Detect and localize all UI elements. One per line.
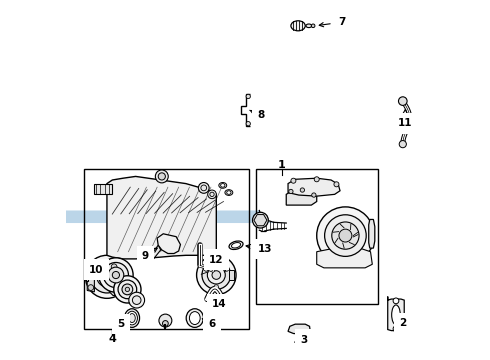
Text: 12: 12 <box>208 255 223 265</box>
Circle shape <box>252 212 269 228</box>
Ellipse shape <box>227 191 231 194</box>
Text: 5: 5 <box>118 319 126 329</box>
Circle shape <box>214 285 219 289</box>
Circle shape <box>196 255 236 295</box>
Text: 10: 10 <box>89 265 104 275</box>
Circle shape <box>246 94 250 99</box>
Circle shape <box>312 193 316 197</box>
Circle shape <box>132 296 141 305</box>
Circle shape <box>207 266 225 284</box>
Circle shape <box>118 280 137 299</box>
Circle shape <box>317 207 374 264</box>
Circle shape <box>159 314 172 327</box>
Circle shape <box>399 140 406 148</box>
Circle shape <box>102 272 112 282</box>
Text: 3: 3 <box>300 334 308 345</box>
Text: 4: 4 <box>108 333 116 343</box>
Text: 2: 2 <box>399 318 406 328</box>
Ellipse shape <box>229 241 243 249</box>
Circle shape <box>398 97 407 105</box>
Ellipse shape <box>392 305 400 325</box>
Circle shape <box>97 263 102 269</box>
Circle shape <box>224 267 229 271</box>
Circle shape <box>85 255 128 298</box>
Text: 13: 13 <box>246 244 272 254</box>
Polygon shape <box>288 324 310 334</box>
Text: 9: 9 <box>142 248 157 261</box>
Circle shape <box>125 287 129 292</box>
Polygon shape <box>286 189 317 205</box>
Circle shape <box>103 262 128 288</box>
Bar <box>84 169 248 329</box>
Circle shape <box>88 262 94 268</box>
Ellipse shape <box>220 184 225 187</box>
Ellipse shape <box>190 312 200 324</box>
Circle shape <box>158 173 166 180</box>
Circle shape <box>155 170 168 183</box>
Bar <box>256 169 378 304</box>
Circle shape <box>114 276 141 303</box>
Ellipse shape <box>124 309 140 327</box>
Circle shape <box>108 267 124 283</box>
Circle shape <box>208 190 216 199</box>
Ellipse shape <box>126 311 137 325</box>
Circle shape <box>246 122 250 126</box>
Circle shape <box>129 292 145 308</box>
Circle shape <box>198 183 209 193</box>
Polygon shape <box>157 234 180 253</box>
Circle shape <box>393 326 399 332</box>
Circle shape <box>97 267 117 287</box>
Circle shape <box>300 188 304 192</box>
Polygon shape <box>288 178 340 196</box>
Circle shape <box>163 320 168 326</box>
Circle shape <box>334 182 339 187</box>
Circle shape <box>324 215 366 256</box>
Circle shape <box>122 284 133 295</box>
Polygon shape <box>107 176 216 259</box>
Circle shape <box>91 261 123 293</box>
Circle shape <box>332 222 359 249</box>
Text: 6: 6 <box>202 319 216 329</box>
Ellipse shape <box>306 24 312 28</box>
Ellipse shape <box>186 309 203 327</box>
Circle shape <box>212 271 220 279</box>
Bar <box>95 184 112 194</box>
Circle shape <box>112 271 120 279</box>
Ellipse shape <box>225 190 233 195</box>
Ellipse shape <box>129 314 135 323</box>
Polygon shape <box>86 273 88 281</box>
Circle shape <box>393 298 399 304</box>
Circle shape <box>202 261 231 289</box>
Polygon shape <box>229 270 234 280</box>
Polygon shape <box>87 262 95 292</box>
Circle shape <box>291 178 296 183</box>
Circle shape <box>204 267 208 271</box>
Ellipse shape <box>291 21 305 31</box>
Polygon shape <box>106 268 142 306</box>
Circle shape <box>88 285 94 291</box>
Circle shape <box>289 189 293 194</box>
Text: 8: 8 <box>250 110 265 121</box>
Polygon shape <box>151 245 161 259</box>
Text: 1: 1 <box>278 160 286 170</box>
Polygon shape <box>317 248 372 268</box>
Text: 7: 7 <box>319 17 345 27</box>
Text: 14: 14 <box>212 293 226 309</box>
Text: 11: 11 <box>397 109 412 128</box>
Polygon shape <box>388 297 404 330</box>
Circle shape <box>311 24 315 28</box>
Circle shape <box>339 229 352 242</box>
Circle shape <box>314 177 319 182</box>
Circle shape <box>111 264 117 270</box>
Polygon shape <box>368 220 375 248</box>
Ellipse shape <box>219 183 227 188</box>
Ellipse shape <box>231 243 241 248</box>
Circle shape <box>98 258 133 292</box>
